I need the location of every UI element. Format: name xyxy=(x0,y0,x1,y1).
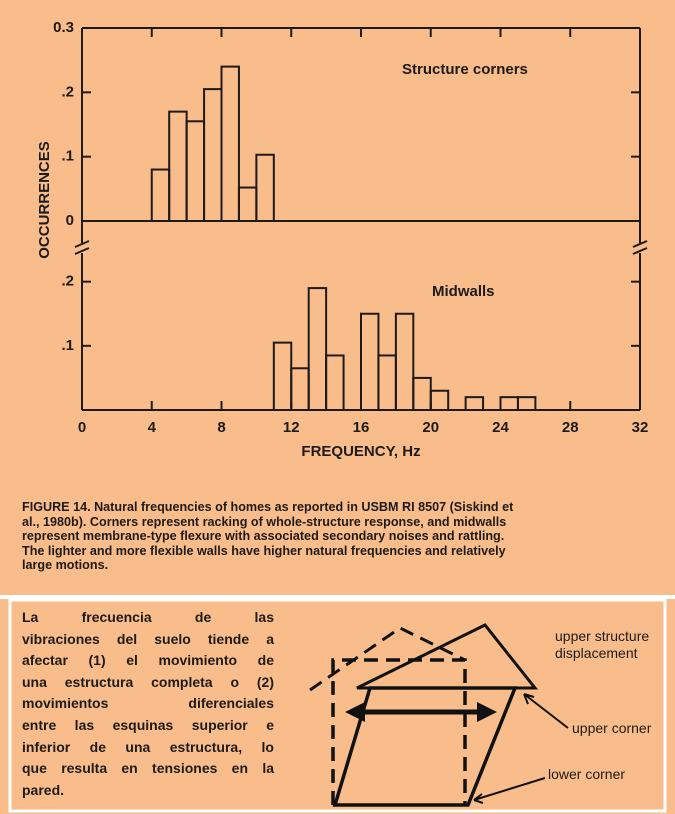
paragraph-line: inferior de una estructura, lo xyxy=(22,737,274,759)
page: 0 .1 .2 0.3 Structure corners OCCURRENCES .1 .2… xyxy=(0,0,675,814)
x-tick-label: 32 xyxy=(632,419,649,436)
x-tick-label: 20 xyxy=(422,419,439,436)
paragraph-line: La frecuencia de las xyxy=(22,607,274,629)
paragraph-line: una estructura completa o (2) xyxy=(22,672,274,694)
y-tick-label: 0.3 xyxy=(53,19,74,36)
bar xyxy=(152,170,169,221)
bar xyxy=(204,89,221,221)
caption-line: FIGURE 14. Natural frequencies of homes … xyxy=(22,500,662,515)
x-axis-label: FREQUENCY, Hz xyxy=(301,443,420,460)
x-tick-label: 0 xyxy=(78,419,86,436)
x-tick-label: 16 xyxy=(353,419,370,436)
chart-title: Structure corners xyxy=(402,61,528,78)
x-tick-label: 28 xyxy=(562,419,579,436)
diagram xyxy=(310,625,568,805)
paragraph-line: que resulta en tensiones en la xyxy=(22,758,274,780)
bar xyxy=(274,343,291,410)
paragraph-line: afectar (1) el movimiento de xyxy=(22,650,274,672)
bar xyxy=(222,67,239,221)
bar xyxy=(501,397,518,410)
paragraph-line: entre las esquinas superior e xyxy=(22,715,274,737)
bar xyxy=(169,112,186,221)
x-tick-label: 12 xyxy=(283,419,300,436)
bar xyxy=(361,314,378,410)
chart-title: Midwalls xyxy=(432,283,495,300)
bar xyxy=(466,397,483,410)
bar xyxy=(256,155,273,221)
x-tick-label: 24 xyxy=(492,419,509,436)
bar xyxy=(326,355,343,410)
bar xyxy=(309,288,326,410)
bar xyxy=(291,368,308,410)
paragraph-line: vibraciones del suelo tiende a xyxy=(22,629,274,651)
bar xyxy=(187,121,204,221)
x-tick-label: 4 xyxy=(148,419,157,436)
figure-caption: FIGURE 14. Natural frequencies of homes … xyxy=(22,500,662,573)
bar xyxy=(431,391,448,410)
upper-corner-pointer xyxy=(524,694,568,728)
lower-corner-pointer xyxy=(474,778,545,803)
paragraph-line: pared. xyxy=(22,780,274,802)
caption-line: large motions. xyxy=(22,558,662,573)
x-tick-label: 8 xyxy=(217,419,225,436)
y-tick-label: .1 xyxy=(61,148,74,165)
y-tick-label: .1 xyxy=(61,337,74,354)
y-tick-label: .2 xyxy=(61,83,74,100)
paragraph-line: movimientos diferenciales xyxy=(22,693,274,715)
bar xyxy=(378,355,395,410)
bar xyxy=(413,378,430,410)
caption-line: al., 1980b). Corners represent racking o… xyxy=(22,515,662,530)
bar xyxy=(518,397,535,410)
axis-break xyxy=(75,241,647,254)
diagram-label: lower corner xyxy=(548,766,625,783)
diagram-label: upper corner xyxy=(572,720,651,737)
y-tick-label: .2 xyxy=(61,273,74,290)
displaced-roof xyxy=(357,625,535,688)
caption-line: represent membrane-type flexure with ass… xyxy=(22,529,662,544)
y-tick-label: 0 xyxy=(66,212,74,229)
bar xyxy=(239,188,256,221)
y-axis-label: OCCURRENCES xyxy=(36,141,53,259)
diagram-label: upper structure displacement xyxy=(555,628,675,662)
original-walls xyxy=(333,660,465,805)
bar xyxy=(396,314,413,410)
caption-line: The lighter and more flexible walls have… xyxy=(22,544,662,559)
